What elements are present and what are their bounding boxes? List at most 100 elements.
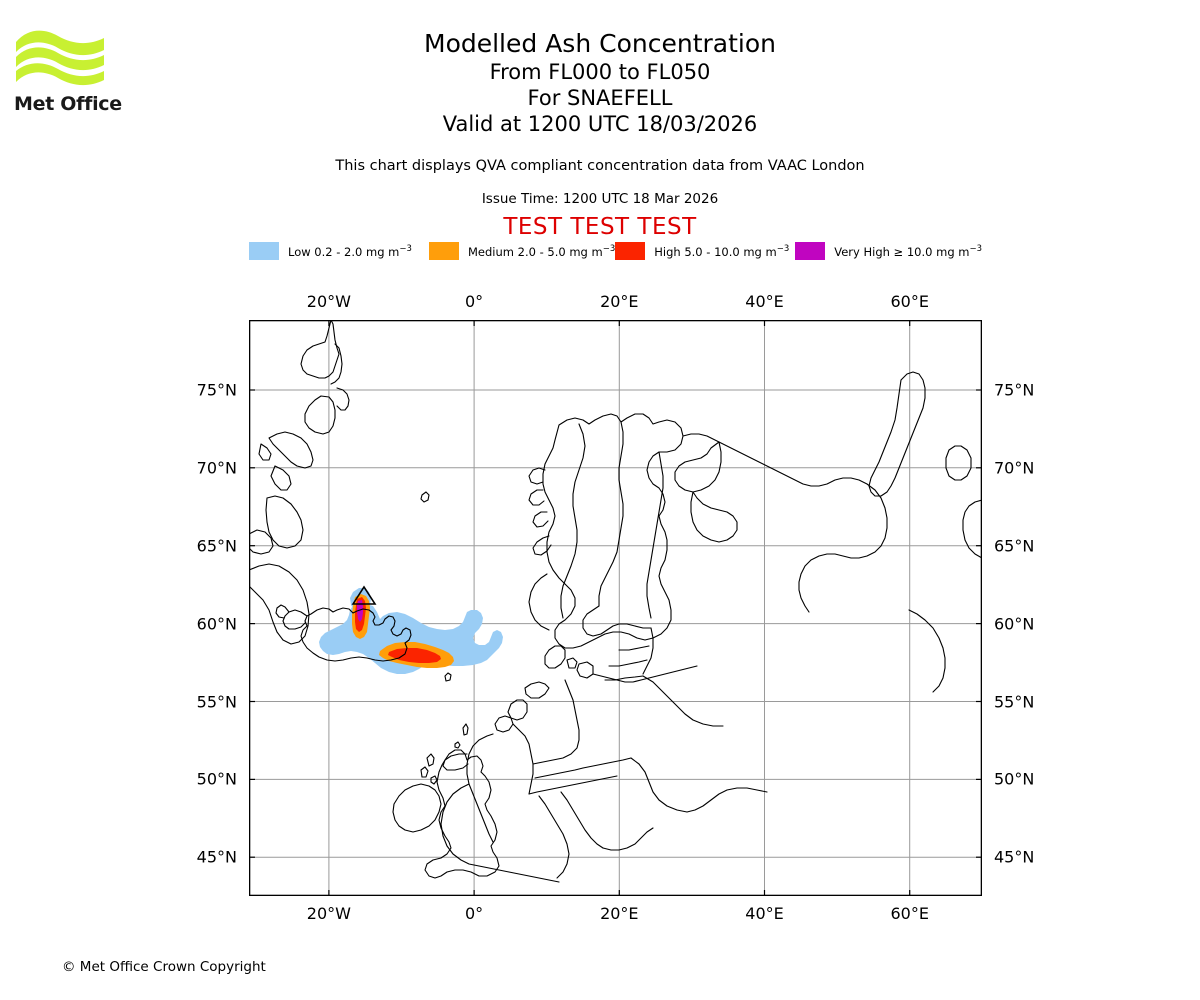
coastline-greenland-fjord-1 (330, 343, 343, 385)
border-finland-russia (646, 451, 664, 619)
lon-tick-top-40E: 40°E (745, 292, 784, 311)
page-title: Modelled Ash Concentration (424, 29, 776, 58)
coastline-scandinavia (542, 413, 684, 649)
map-canvas (249, 320, 982, 896)
coastline-iceland-nw-detail (275, 604, 290, 619)
coastline-baltic-south (592, 665, 698, 683)
lat-tick-left-50N: 50°N (196, 769, 237, 789)
coastline-finland-gulf (582, 605, 652, 637)
lon-tick-top-20E: 20°E (600, 292, 639, 311)
legend-item-medium: Medium 2.0 - 5.0 mg m−3 (429, 242, 615, 260)
border-hungary-romania (630, 757, 688, 813)
coastline-kola-peninsula (682, 433, 888, 613)
coastline-brittany (442, 753, 469, 771)
test-banner-block: TEST TEST TEST (0, 214, 1200, 240)
chart-title-block: Modelled Ash Concentration From FL000 to… (0, 28, 1200, 137)
coastline-balkans (602, 827, 654, 851)
lat-tick-right-60N: 60°N (994, 614, 1035, 634)
map-gridlines (249, 320, 982, 896)
coastline-italy (538, 795, 570, 879)
coastline-biscay (440, 783, 480, 867)
legend-exponent-low: −3 (399, 243, 412, 254)
volcano-name: For SNAEFELL (527, 86, 673, 110)
coastline-ireland (392, 783, 442, 833)
lon-tick-bottom-0: 0° (465, 904, 484, 923)
legend-label-very-high: Very High ≥ 10.0 mg m−3 (834, 243, 983, 259)
coastline-greenland-inlet-2 (270, 465, 292, 491)
legend-exponent-medium: −3 (602, 243, 616, 254)
lat-tick-left-55N: 55°N (196, 692, 237, 711)
coastline-jan-mayen (420, 491, 430, 503)
lat-tick-right-65N: 65°N (994, 536, 1035, 556)
border-austria-italy (528, 775, 618, 795)
disclaimer-block: This chart displays QVA compliant concen… (0, 156, 1200, 176)
coastline-norway-south-coast (528, 573, 550, 631)
coastline-arctic-islands (945, 445, 972, 481)
lat-tick-left-70N: 70°N (196, 458, 237, 478)
coastline-orkney (454, 741, 461, 749)
coastline-netherlands (507, 699, 528, 721)
coastline-iberia-north (478, 865, 560, 883)
coastline-norway-coast-detail (532, 535, 552, 556)
valid-time: Valid at 1200 UTC 18/03/2026 (442, 112, 758, 136)
legend-exponent-high: −3 (776, 243, 790, 254)
border-poland-slovakia (582, 757, 632, 769)
coastline-scotland-isle-2 (420, 766, 429, 778)
coastline-france-west (466, 733, 494, 843)
coastline-belgium-france-north (494, 715, 514, 733)
lat-tick-left-60N: 60°N (196, 614, 237, 634)
coastline-norway-fjord-2 (528, 489, 545, 506)
lat-tick-right-50N: 50°N (994, 769, 1035, 789)
border-germany-poland (564, 679, 580, 731)
coastline-denmark (544, 645, 566, 669)
legend-item-low: Low 0.2 - 2.0 mg m−3 (249, 242, 429, 260)
ash-contour-very-high (357, 600, 363, 622)
border-baltic-states (642, 627, 654, 675)
coastline-norway-fjord-3 (532, 511, 549, 528)
coastline-faroe (444, 672, 452, 682)
issue-time: Issue Time: 1200 UTC 18 Mar 2026 (481, 191, 719, 207)
legend-item-high: High 5.0 - 10.0 mg m−3 (615, 242, 795, 260)
coastline-shetland (462, 723, 469, 736)
lon-tick-top-0: 0° (465, 292, 484, 311)
border-ukraine-south (642, 675, 724, 727)
coastline-greenland (300, 320, 340, 379)
legend-exponent-very-high: −3 (969, 243, 983, 254)
coastline-denmark-islands (566, 657, 578, 669)
lat-tick-right-55N: 55°N (994, 692, 1035, 711)
met-office-logo: Met Office (14, 26, 124, 115)
lat-tick-right-45N: 45°N (994, 847, 1035, 867)
legend-swatch-low (249, 242, 279, 260)
lat-tick-left-75N: 75°N (196, 380, 237, 400)
issue-time-block: Issue Time: 1200 UTC 18 Mar 2026 (0, 191, 1200, 207)
coastline-north-sea-germany (524, 681, 550, 699)
coastline-iceland-nw-fjords (282, 609, 308, 630)
coastline-east-edge (962, 499, 982, 559)
flight-level-range: From FL000 to FL050 (489, 60, 711, 84)
legend-swatch-very-high (795, 242, 826, 260)
coastline-greenland-sw (249, 529, 274, 555)
legend-label-medium: Medium 2.0 - 5.0 mg m−3 (468, 243, 616, 259)
coastline-scotland-isle-3 (430, 775, 438, 785)
coastline-russia-caspian (908, 609, 946, 693)
border-estonia-latvia (618, 645, 650, 651)
coastline-iceland (300, 607, 412, 662)
met-office-logo-text: Met Office (14, 93, 122, 115)
coastline-greenland-sw-tip (249, 563, 310, 645)
lat-tick-left-65N: 65°N (196, 536, 237, 556)
coastline-black-sea (686, 787, 768, 813)
coastline-norway-fjords (528, 467, 546, 485)
coastline-greenland-south (265, 495, 304, 549)
coastline-greenland-mid (304, 395, 336, 435)
lon-tick-top-60E: 60°E (890, 292, 929, 311)
axis-ticks (249, 320, 982, 896)
legend-item-very-high: Very High ≥ 10.0 mg m−3 (795, 242, 982, 260)
legend-swatch-medium (429, 242, 459, 260)
lon-tick-bottom-20W: 20°W (306, 904, 351, 923)
border-norway-sweden (560, 423, 586, 619)
border-czech-austria (534, 767, 584, 779)
volcano-triangle-icon (351, 585, 377, 605)
test-banner: TEST TEST TEST (503, 214, 697, 240)
lon-tick-bottom-60E: 60°E (890, 904, 929, 923)
copyright-notice: © Met Office Crown Copyright (62, 959, 266, 975)
